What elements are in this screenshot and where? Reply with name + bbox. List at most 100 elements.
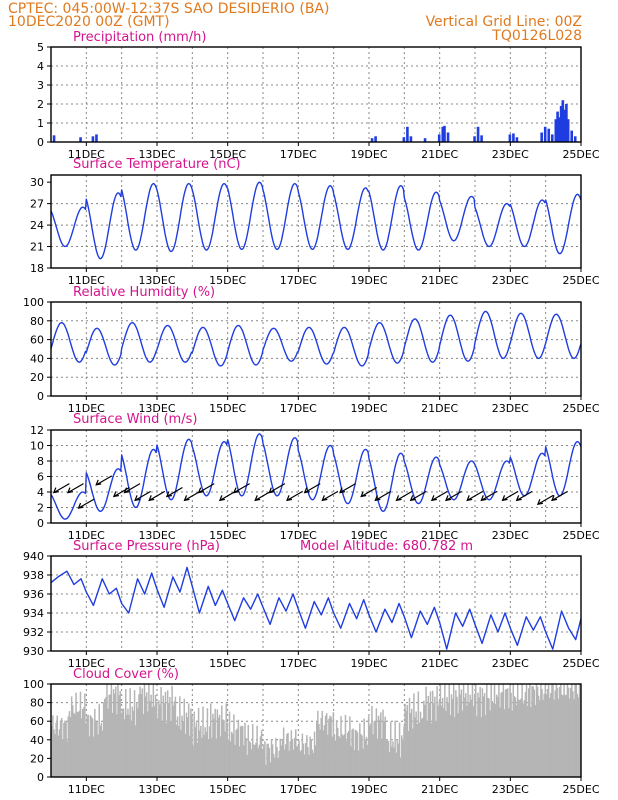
cloud-bar — [102, 702, 105, 777]
cloud-bar — [264, 741, 266, 777]
cloud-bar — [514, 697, 517, 777]
ytick-label: 1 — [37, 117, 44, 130]
cloud-bar — [451, 698, 454, 777]
cloud-bar — [391, 746, 393, 777]
cloud-bar — [405, 710, 407, 777]
cloud-bar — [477, 692, 479, 777]
xtick-label: 21DEC — [421, 657, 458, 670]
cloud-bar — [462, 684, 465, 777]
cloud-bar — [499, 707, 501, 777]
cloud-bar — [129, 688, 131, 777]
cloud-bar — [266, 743, 268, 777]
cloud-bar — [214, 708, 216, 777]
cloud-bar — [289, 741, 292, 777]
cloud-bar — [59, 720, 62, 777]
cloud-bar — [393, 747, 395, 777]
wind-arrow — [481, 490, 498, 501]
cloud-bar — [417, 691, 420, 777]
cloud-bar — [455, 690, 457, 777]
ytick-label: 938 — [23, 569, 44, 582]
ytick-label: 940 — [23, 550, 44, 563]
panel-title-rh: Relative Humidity (%) — [73, 285, 215, 300]
xtick-label: 17DEC — [280, 148, 317, 161]
cloud-bar — [143, 684, 146, 777]
cloud-bar — [230, 731, 233, 777]
cloud-bar — [511, 710, 513, 777]
cloud-bar — [108, 694, 110, 777]
cloud-bar — [487, 697, 489, 777]
wind-arrow-head — [445, 495, 452, 502]
cloud-bar — [157, 718, 159, 777]
cloud-bar — [470, 699, 473, 777]
cloud-bar — [68, 711, 71, 777]
cloud-bar — [426, 721, 428, 777]
ytick-label: 4 — [37, 486, 44, 499]
cloud-bar — [359, 723, 361, 777]
cloud-bar — [486, 684, 488, 777]
cloud-bar — [64, 720, 66, 777]
cloud-bar — [51, 725, 53, 777]
cloud-bar — [197, 707, 200, 777]
cloud-bar — [58, 729, 61, 777]
wind-line — [50, 433, 582, 520]
wind-arrow — [67, 483, 84, 494]
cloud-bar — [334, 740, 337, 777]
panel-frame-temp — [50, 174, 582, 269]
cloud-bar — [397, 743, 400, 777]
xtick-label: 17DEC — [280, 783, 317, 796]
ytick-label: 0 — [37, 517, 44, 530]
cloud-bar — [515, 705, 518, 777]
cloud-bar — [80, 718, 83, 777]
cloud-bar — [63, 722, 65, 777]
wind-arrow-head — [286, 495, 293, 502]
cloud-bar — [419, 711, 422, 777]
cloud-bar — [96, 721, 98, 777]
cloud-bar — [224, 731, 226, 777]
cloud-bar — [437, 705, 439, 777]
cloud-bar — [577, 697, 580, 777]
cloud-bar — [420, 718, 423, 777]
cloud-bar — [454, 717, 456, 777]
cloud-bar — [101, 730, 104, 777]
xtick-label: 15DEC — [209, 274, 246, 287]
cloud-bar — [446, 697, 448, 777]
cloud-bar — [355, 730, 358, 777]
ytick-label: 27 — [30, 198, 44, 211]
cloud-bar — [569, 687, 572, 777]
ytick-label: 40 — [30, 352, 44, 365]
cloud-bar — [320, 717, 322, 777]
cloud-bar — [530, 707, 532, 777]
cloud-bar — [239, 726, 242, 777]
precip-bar — [550, 134, 554, 142]
cloud-bar — [378, 719, 381, 777]
wind-arrow-head — [233, 487, 240, 494]
cloud-bar — [473, 693, 476, 777]
cloud-bar — [285, 744, 287, 777]
cloud-bar — [122, 708, 125, 777]
cloud-bar — [229, 741, 232, 777]
cloud-bar — [522, 703, 524, 777]
cloud-bar — [436, 686, 438, 777]
cloud-bar — [91, 718, 94, 777]
cloud-bar — [267, 743, 269, 777]
cloud-bar — [277, 757, 279, 777]
cloud-bar — [274, 757, 276, 777]
cloud-bar — [162, 695, 165, 777]
xtick-label: 21DEC — [421, 148, 458, 161]
cloud-bar — [461, 710, 464, 777]
xtick-label: 17DEC — [280, 274, 317, 287]
precip-bar — [566, 119, 570, 142]
cloud-bar — [236, 728, 239, 777]
cloud-bar — [52, 715, 54, 777]
ytick-label: 24 — [30, 219, 44, 232]
cloud-bar — [360, 733, 362, 777]
cloud-bar — [150, 694, 152, 777]
cloud-bar — [547, 684, 550, 777]
cloud-bar — [225, 703, 227, 777]
cloud-bar — [155, 701, 158, 777]
wind-arrow-head — [183, 495, 190, 502]
cloud-bar — [430, 723, 433, 777]
cloud-bar — [335, 720, 338, 777]
cloud-bar — [526, 705, 529, 777]
